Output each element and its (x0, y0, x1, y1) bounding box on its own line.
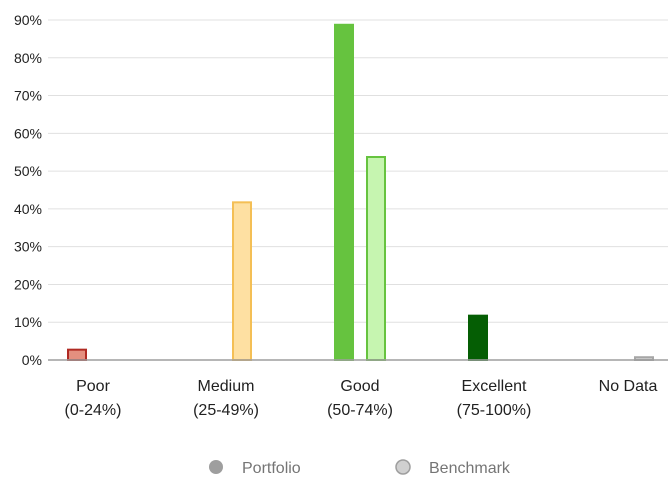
y-tick-label: 0% (22, 352, 42, 368)
bar-benchmark-2[interactable] (366, 156, 386, 361)
y-tick-label: 30% (14, 239, 42, 255)
bar-portfolio-0[interactable] (67, 348, 87, 361)
legend-portfolio-marker[interactable] (209, 460, 223, 474)
x-tick-label: Poor (76, 378, 110, 395)
y-tick-label: 40% (14, 201, 42, 217)
legend-benchmark-marker[interactable] (395, 459, 411, 475)
y-tick-label: 20% (14, 276, 42, 292)
y-tick-label: 90% (14, 12, 42, 28)
x-tick-sublabel: (0-24%) (65, 402, 122, 419)
x-tick-label: No Data (599, 378, 658, 395)
gridlines (48, 19, 668, 323)
bars (67, 23, 654, 362)
legend-benchmark-label[interactable]: Benchmark (429, 460, 511, 477)
y-axis-ticks: 0% 10% 20% 30% 40% 50% 60% 70% 80% 90% (14, 12, 42, 368)
legend[interactable]: Portfolio Benchmark (209, 459, 511, 477)
y-tick-label: 60% (14, 125, 42, 141)
y-tick-label: 80% (14, 50, 42, 66)
x-tick-sublabel: (25-49%) (193, 402, 259, 419)
y-tick-label: 10% (14, 314, 42, 330)
x-tick-sublabel: (50-74%) (327, 402, 393, 419)
bar-portfolio-3[interactable] (468, 314, 488, 361)
x-tick-sublabel: (75-100%) (457, 402, 532, 419)
x-tick-label: Good (340, 378, 379, 395)
legend-portfolio-label[interactable]: Portfolio (242, 460, 301, 477)
y-tick-label: 50% (14, 163, 42, 179)
x-tick-label: Excellent (462, 378, 527, 395)
x-tick-label: Medium (198, 378, 255, 395)
y-tick-label: 70% (14, 88, 42, 104)
bar-benchmark-1[interactable] (232, 201, 252, 361)
x-axis-labels: Poor (0-24%) Medium (25-49%) Good (50-74%) Exc… (65, 378, 658, 419)
bar-portfolio-2[interactable] (334, 23, 354, 362)
